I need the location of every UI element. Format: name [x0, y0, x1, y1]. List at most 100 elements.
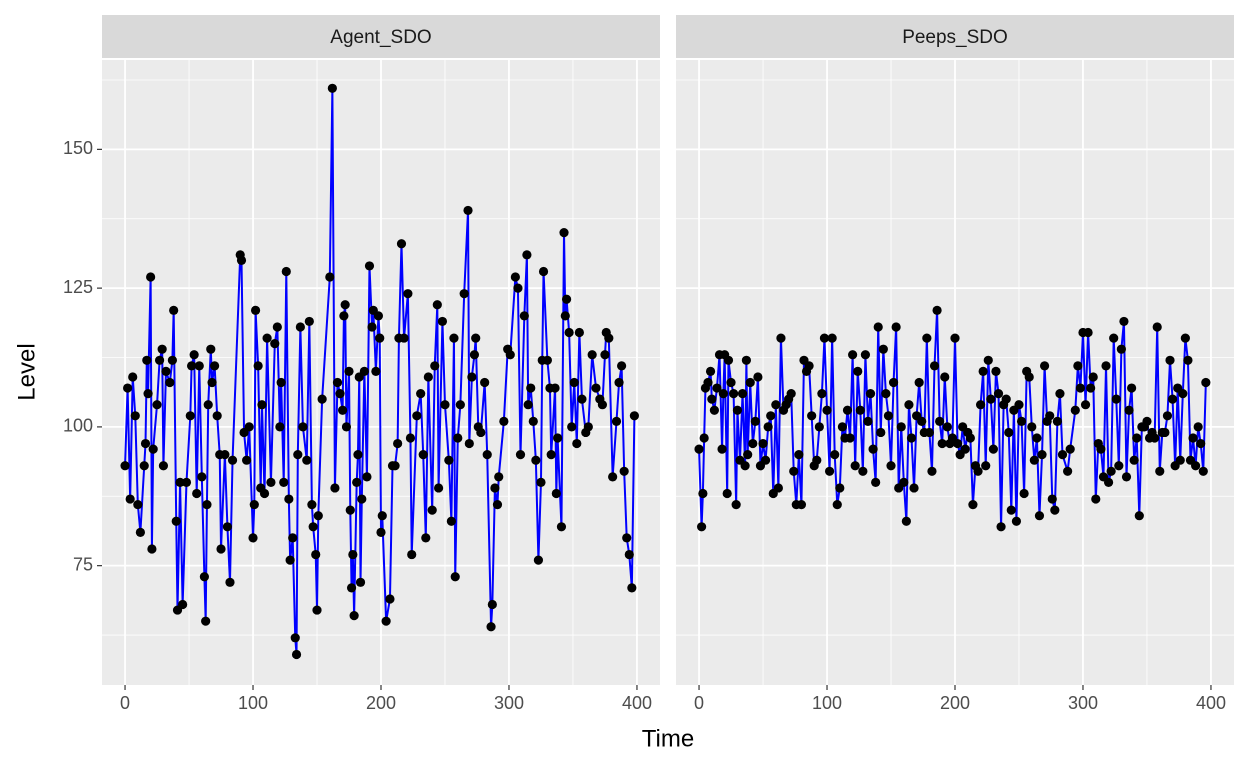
- data-point: [559, 228, 569, 238]
- data-point: [824, 466, 835, 476]
- data-point: [302, 455, 312, 465]
- facet-title: Peeps_SDO: [902, 27, 1008, 48]
- data-point: [758, 438, 768, 449]
- data-point: [453, 433, 463, 443]
- data-point: [717, 444, 727, 454]
- data-point: [909, 483, 919, 493]
- data-point: [522, 250, 532, 260]
- data-point: [266, 477, 276, 488]
- data-point: [583, 422, 593, 432]
- data-point: [707, 394, 717, 404]
- data-point: [304, 316, 314, 327]
- data-point: [440, 400, 450, 410]
- data-point: [1129, 455, 1139, 465]
- data-point: [587, 350, 597, 360]
- data-point: [199, 572, 209, 582]
- data-point: [494, 472, 504, 482]
- data-point: [130, 411, 140, 421]
- data-point: [1039, 361, 1050, 371]
- data-point: [353, 450, 363, 460]
- data-point: [487, 599, 497, 610]
- data-point: [830, 450, 840, 460]
- data-point: [122, 383, 133, 393]
- data-point: [396, 239, 407, 249]
- x-tick-label: 300: [1068, 693, 1098, 713]
- data-point: [1178, 388, 1188, 399]
- data-point: [216, 544, 226, 554]
- data-point: [171, 516, 181, 526]
- data-point: [942, 422, 952, 432]
- data-point: [922, 333, 932, 343]
- data-point: [293, 450, 303, 460]
- data-point: [991, 366, 1001, 376]
- data-point: [165, 377, 175, 388]
- data-point: [242, 455, 252, 465]
- data-point: [728, 388, 739, 399]
- data-point: [189, 350, 199, 360]
- data-point: [1027, 422, 1037, 432]
- x-tick-label: 100: [238, 693, 268, 713]
- data-point: [786, 388, 796, 399]
- data-point: [531, 455, 541, 465]
- data-point: [845, 433, 855, 443]
- data-point: [551, 488, 561, 499]
- data-point: [375, 333, 385, 343]
- data-point: [1193, 422, 1203, 432]
- data-point: [1142, 416, 1152, 426]
- data-point: [569, 377, 579, 388]
- data-point: [523, 400, 533, 410]
- data-point: [789, 466, 799, 476]
- data-point: [1188, 433, 1198, 443]
- data-point: [567, 422, 577, 432]
- data-point: [712, 383, 722, 393]
- data-point: [373, 311, 384, 321]
- x-axis-title: Time: [642, 725, 694, 752]
- data-point: [1001, 394, 1011, 404]
- data-point: [1167, 394, 1178, 404]
- data-point: [220, 450, 230, 460]
- data-point: [207, 377, 217, 388]
- data-point: [743, 450, 753, 460]
- data-point: [120, 461, 130, 471]
- data-point: [317, 394, 327, 404]
- data-point: [848, 350, 858, 360]
- data-point: [597, 400, 608, 410]
- data-point: [855, 405, 865, 415]
- data-point: [128, 372, 138, 382]
- data-point: [515, 450, 526, 460]
- data-point: [1052, 416, 1062, 426]
- data-point: [760, 455, 771, 465]
- x-tick-label: 0: [120, 693, 130, 713]
- data-point: [1037, 450, 1047, 460]
- data-point: [1083, 327, 1093, 338]
- data-point: [750, 416, 760, 426]
- data-point: [978, 366, 988, 376]
- x-tick-label: 0: [694, 693, 704, 713]
- data-point: [1124, 405, 1134, 415]
- data-point: [1080, 400, 1091, 410]
- data-point: [476, 427, 486, 438]
- data-point: [450, 572, 460, 582]
- data-point: [1063, 466, 1073, 476]
- data-point: [519, 311, 529, 321]
- data-point: [332, 377, 343, 388]
- data-point: [1134, 511, 1144, 521]
- data-point: [167, 355, 177, 365]
- data-point: [703, 377, 713, 388]
- data-point: [253, 361, 263, 371]
- data-point: [146, 272, 156, 282]
- data-point: [975, 400, 986, 410]
- data-point: [723, 355, 734, 365]
- data-point: [629, 411, 640, 421]
- y-tick-label: 100: [63, 416, 93, 436]
- data-point: [973, 466, 983, 476]
- data-point: [471, 333, 481, 343]
- data-point: [550, 383, 560, 393]
- data-point: [197, 472, 207, 482]
- data-point: [1180, 333, 1190, 343]
- data-point: [227, 455, 238, 465]
- data-point: [906, 433, 917, 443]
- data-point: [399, 333, 409, 343]
- data-point: [696, 522, 707, 532]
